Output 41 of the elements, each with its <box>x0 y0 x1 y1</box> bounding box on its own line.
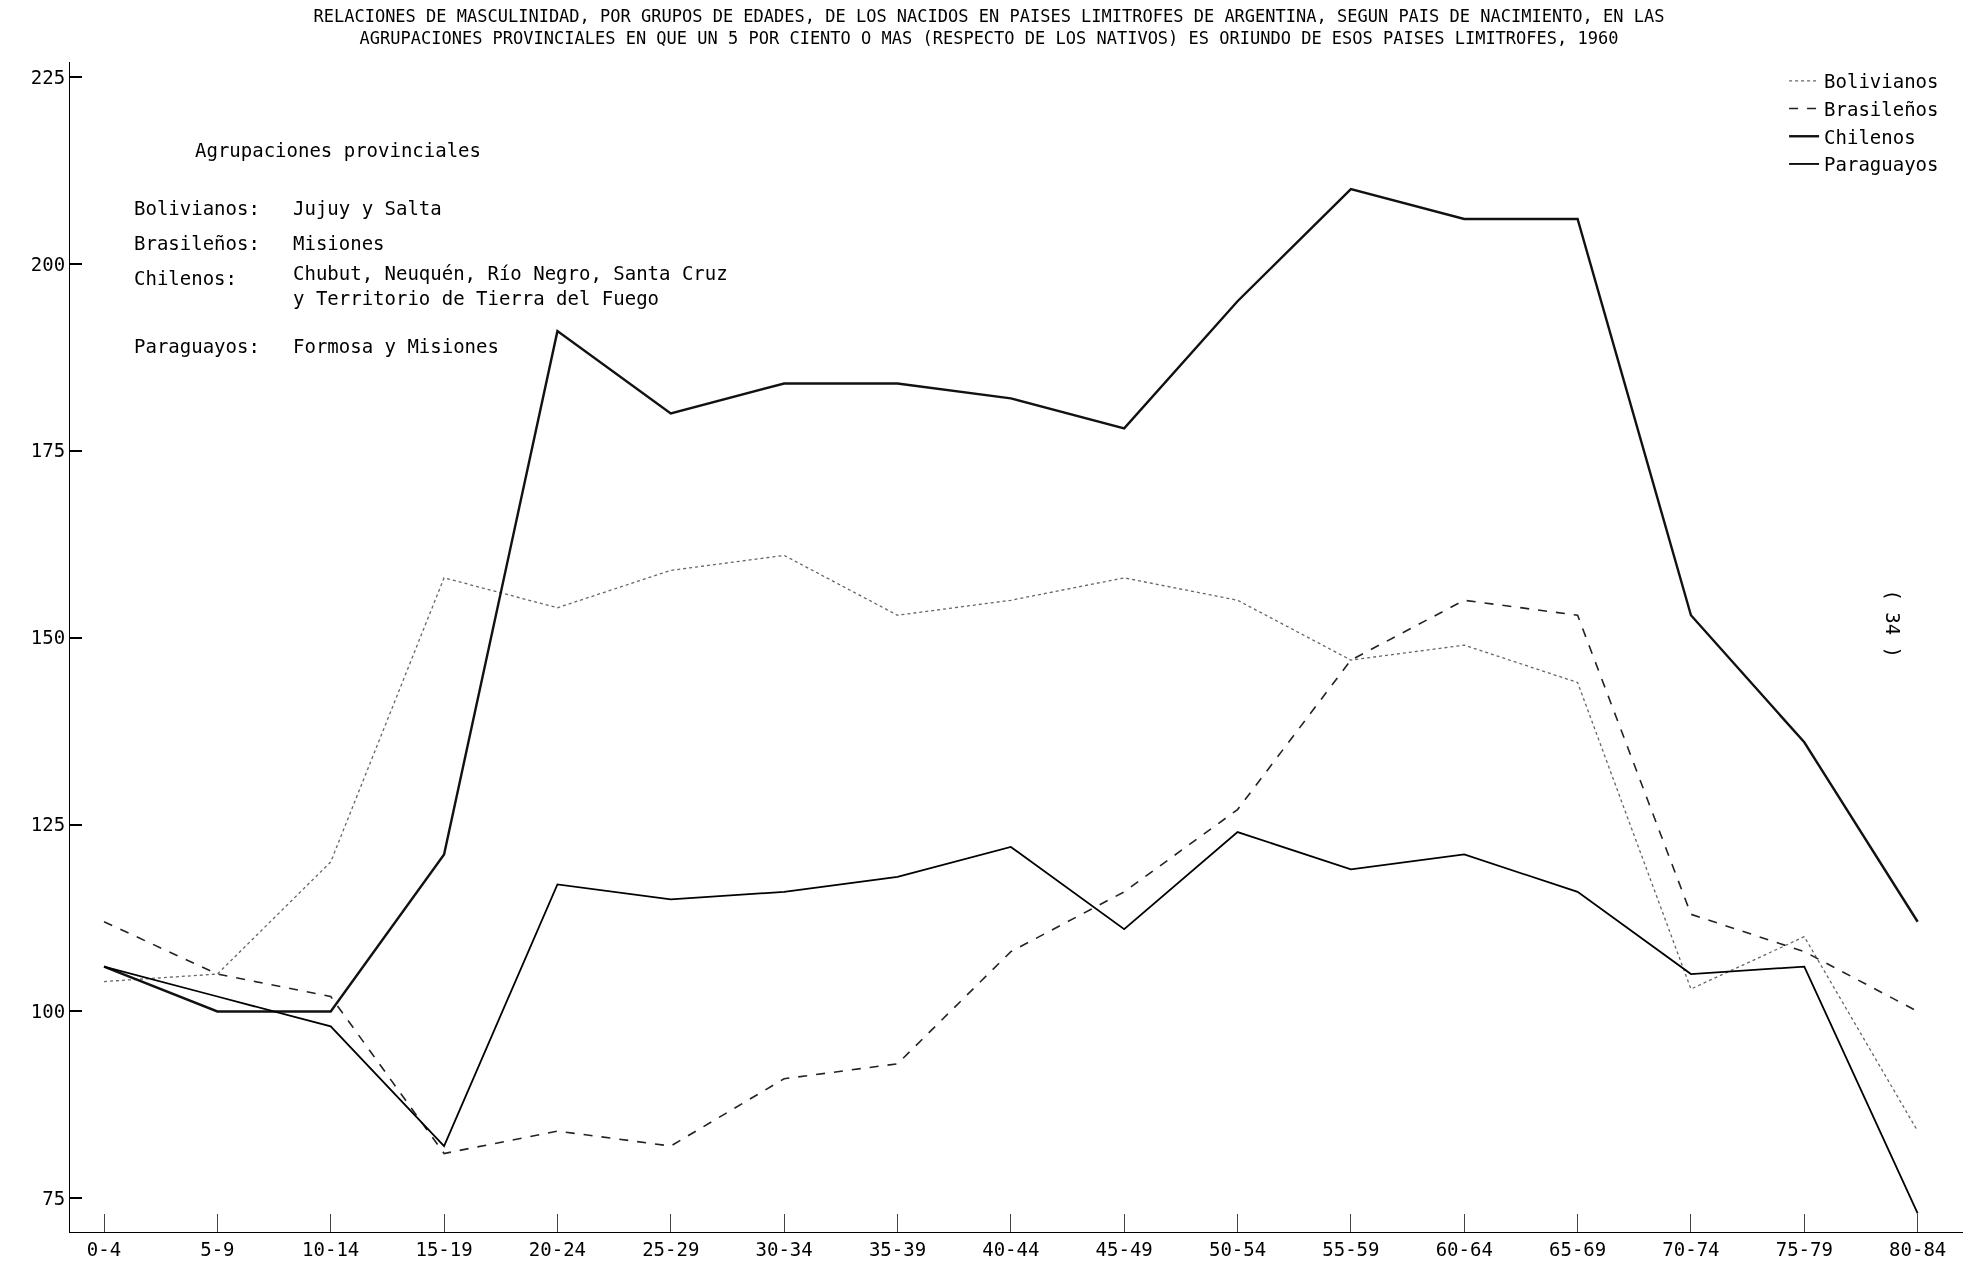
annotation: Formosa y Misiones <box>293 335 499 357</box>
annotation: Agrupaciones provinciales <box>195 139 481 161</box>
legend-label: Brasileños <box>1824 97 1939 120</box>
y-tick-label: 75 <box>42 1187 66 1210</box>
line-series <box>102 187 1919 1013</box>
annotation: Bolivianos: <box>134 197 260 219</box>
y-tick-label: 100 <box>30 1000 66 1023</box>
x-tick-label: 80-84 <box>1889 1237 1947 1260</box>
annotation: Jujuy y Salta <box>293 197 442 219</box>
y-tick-label: 200 <box>30 252 66 275</box>
y-tick-label: 225 <box>30 65 66 88</box>
x-tick-label: 60-64 <box>1435 1237 1493 1260</box>
chart-title: RELACIONES DE MASCULINIDAD, POR GRUPOS DE EDADES, DE LOS NACIDOS EN PAISES LIMITROFES DE ARGENTINA, SEGUN PAIS DE NACIMIENTO, EN LAS AGRUPACIONES PROVINCIALES EN QUE UN 5 POR CIENTO O MAS (RESPECTO DE LOS NATIVOS) ES ORIUNDO DE ESOS PAISES LIMITROFES, 1960 <box>313 5 1665 48</box>
x-tick-label: 65-69 <box>1549 1237 1607 1260</box>
x-tick-label: 40-44 <box>982 1237 1040 1260</box>
x-tick-label: 45-49 <box>1095 1237 1153 1260</box>
y-tick-label: 125 <box>30 813 66 836</box>
annotation: Chubut, Neuquén, Río Negro, Santa Cruz y Territorio de Tierra del Fuego <box>293 262 728 309</box>
x-tick-label: 0-4 <box>86 1237 122 1260</box>
legend-label: Paraguayos <box>1824 153 1939 176</box>
legend-label: Chilenos <box>1824 125 1916 148</box>
x-tick-label: 10-14 <box>302 1237 360 1260</box>
x-tick-label: 5-9 <box>200 1237 235 1260</box>
x-tick-label: 50-54 <box>1208 1237 1267 1260</box>
x-tick-label: 30-34 <box>755 1237 813 1260</box>
line-series <box>103 831 1919 1215</box>
legend-label: Bolivianos <box>1824 70 1939 93</box>
annotation: ( 34 ) <box>1881 589 1904 659</box>
x-tick-label: 35-39 <box>868 1237 927 1260</box>
x-tick-label: 55-59 <box>1322 1237 1380 1260</box>
y-tick-label: 150 <box>30 626 66 649</box>
y-tick-label: 175 <box>30 439 66 462</box>
annotation: Misiones <box>293 232 385 254</box>
annotation: Paraguayos: <box>134 335 260 357</box>
x-tick-label: 70-74 <box>1662 1237 1720 1260</box>
x-tick-label: 25-29 <box>642 1237 700 1260</box>
x-tick-label: 15-19 <box>415 1237 473 1260</box>
annotation: Chilenos: <box>134 267 237 289</box>
annotation: Brasileños: <box>134 232 260 254</box>
x-tick-label: 20-24 <box>528 1237 587 1260</box>
x-tick-label: 75-79 <box>1775 1237 1833 1260</box>
